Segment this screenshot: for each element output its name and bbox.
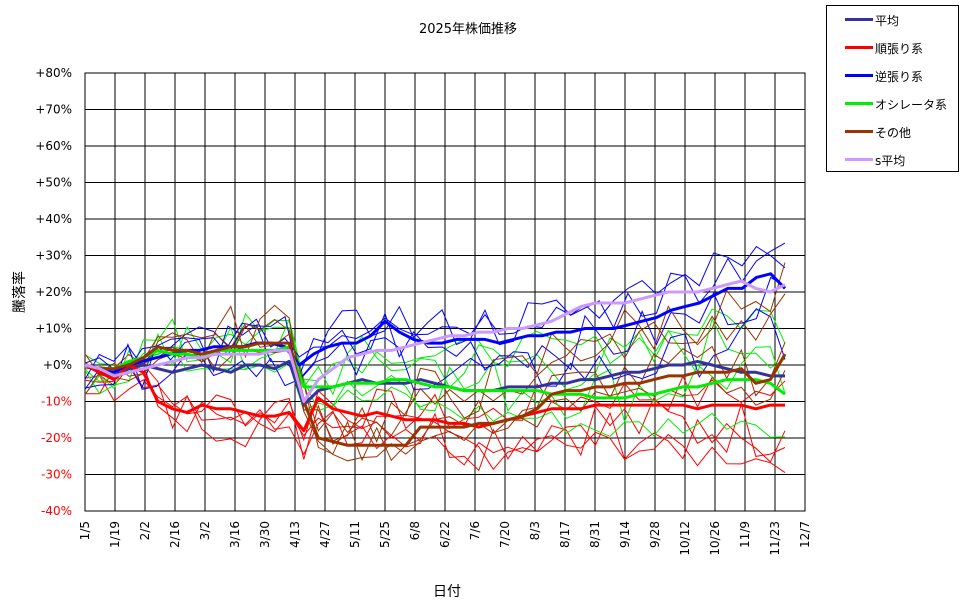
x-tick-label: 1/19	[108, 521, 122, 548]
x-tick-label: 10/12	[678, 521, 692, 556]
legend: 平均順張り系逆張り系オシレータ系 その他 s平均	[826, 5, 959, 172]
x-tick-label: 11/9	[738, 521, 752, 548]
x-tick-label: 9/14	[618, 521, 632, 548]
x-tick-label: 2/16	[168, 521, 182, 548]
component-line	[85, 353, 786, 472]
x-tick-label: 5/25	[378, 521, 392, 548]
x-axis-label: 日付	[433, 584, 461, 600]
component-line	[84, 262, 786, 443]
y-tick-label: -40%	[41, 504, 72, 518]
legend-label: オシレータ系	[875, 98, 948, 112]
x-tick-label: 11/23	[768, 521, 782, 556]
series-line	[84, 363, 785, 433]
component-line	[84, 374, 786, 471]
legend-item: 逆張り系	[827, 66, 960, 86]
y-tick-label: +30%	[35, 249, 72, 263]
x-tick-label: 8/17	[558, 521, 572, 548]
series-line	[84, 279, 786, 403]
legend-label: 逆張り系	[875, 70, 924, 84]
x-tick-label: 6/8	[408, 521, 422, 540]
x-tick-label: 5/11	[348, 521, 362, 548]
y-tick-label: +20%	[35, 285, 72, 299]
legend-swatch	[845, 102, 873, 105]
series-lines	[84, 272, 787, 447]
component-lines	[84, 242, 786, 474]
x-tick-label: 7/6	[468, 521, 482, 540]
x-tick-label: 7/20	[498, 521, 512, 548]
legend-item: 順張り系	[827, 38, 960, 58]
x-tick-label: 9/28	[648, 521, 662, 548]
y-tick-label: -10%	[41, 395, 72, 409]
x-tick-label: 1/5	[78, 521, 92, 540]
component-line	[84, 293, 786, 437]
x-tick-label: 4/13	[288, 521, 302, 548]
component-line	[84, 245, 786, 371]
chart-title: 2025年株価推移	[419, 22, 517, 37]
y-tick-label: +0%	[43, 358, 72, 372]
legend-swatch	[845, 130, 873, 133]
y-tick-label: -20%	[41, 431, 72, 445]
x-tick-label: 3/30	[258, 521, 272, 548]
y-tick-label: +10%	[35, 322, 72, 336]
legend-item: その他	[827, 122, 960, 142]
component-line	[84, 346, 786, 438]
series-line	[84, 272, 787, 374]
component-line	[84, 242, 786, 382]
x-tick-label: 3/16	[228, 521, 242, 548]
legend-swatch	[845, 46, 873, 49]
y-tick-labels: +80% +70% +60% +50% +40% +30% +20% +10% +0% -10% -…	[35, 66, 72, 518]
x-tick-label: 4/27	[318, 521, 332, 548]
legend-label: 順張り系	[875, 42, 924, 56]
series-line	[84, 341, 787, 447]
y-tick-label: -30%	[41, 468, 72, 482]
legend-swatch	[845, 158, 873, 161]
x-tick-label: 6/22	[438, 521, 452, 548]
y-tick-label: +60%	[35, 139, 72, 153]
legend-item: 平均	[827, 10, 960, 30]
legend-swatch	[845, 18, 873, 21]
legend-item: オシレータ系	[827, 94, 960, 114]
y-tick-label: +50%	[35, 176, 72, 190]
legend-item: s平均	[827, 150, 960, 170]
y-tick-label: +70%	[35, 103, 72, 117]
legend-label: s平均	[875, 154, 906, 168]
component-line	[84, 363, 786, 442]
y-axis-label: 騰落率	[11, 271, 28, 313]
x-tick-labels: 1/5 1/19 2/2 2/16 3/2 3/16 3/30 4/13 4/27 5/11 5/2…	[78, 521, 812, 556]
x-tick-label: 8/3	[528, 521, 542, 540]
legend-label: その他	[875, 126, 912, 140]
x-tick-label: 2/2	[138, 521, 152, 540]
x-tick-label: 3/2	[198, 521, 212, 540]
legend-label: 平均	[875, 14, 900, 28]
legend-swatch	[845, 74, 873, 77]
x-tick-label: 10/26	[708, 521, 722, 556]
x-tick-label: 12/7	[798, 521, 812, 548]
x-tick-label: 8/31	[588, 521, 602, 548]
series-line	[84, 359, 785, 407]
y-tick-label: +80%	[35, 66, 72, 80]
y-tick-label: +40%	[35, 212, 72, 226]
component-line	[84, 276, 786, 390]
